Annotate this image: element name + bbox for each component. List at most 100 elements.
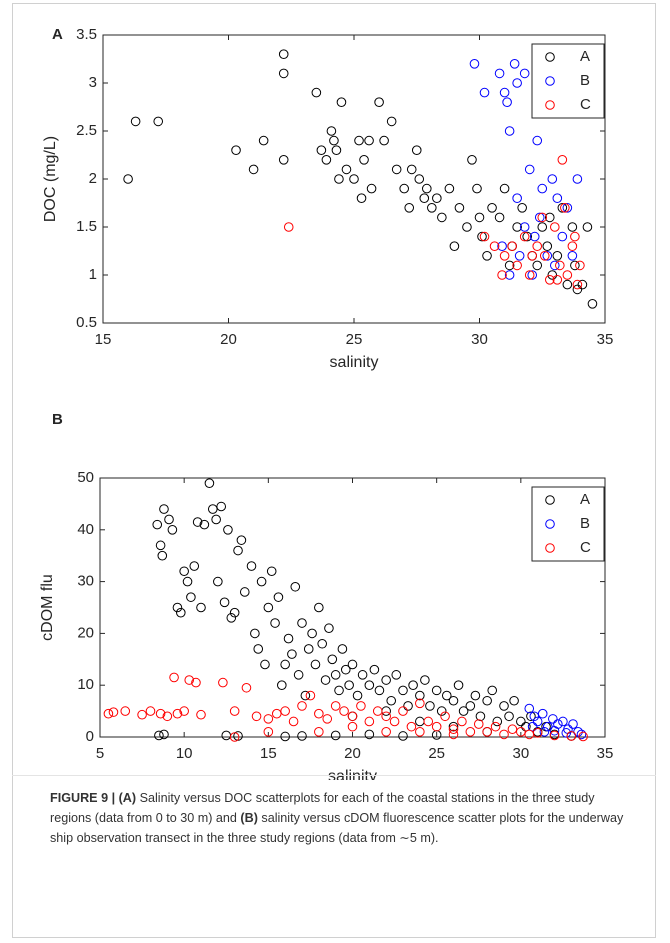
- point: [172, 602, 183, 613]
- point: [192, 517, 203, 527]
- point: [316, 145, 327, 155]
- point: [562, 203, 573, 213]
- point: [157, 550, 168, 561]
- point: [266, 566, 277, 577]
- point: [482, 727, 492, 737]
- point: [386, 695, 397, 706]
- point: [549, 730, 560, 741]
- point: [260, 659, 270, 670]
- point: [229, 706, 240, 716]
- point: [372, 706, 383, 716]
- point: [575, 260, 585, 271]
- point: [324, 623, 334, 634]
- point: [280, 731, 290, 742]
- legend-label: C: [580, 96, 591, 113]
- point: [204, 478, 215, 488]
- point: [555, 260, 565, 271]
- caption-text: salinity versus cDOM fluorescence scatte…: [50, 811, 624, 845]
- point: [504, 270, 515, 280]
- panel-letter: B: [52, 411, 63, 428]
- point: [154, 730, 164, 741]
- point: [549, 725, 560, 736]
- point: [529, 711, 540, 722]
- point: [423, 716, 434, 727]
- legend-marker: [545, 76, 555, 86]
- legend-marker: [545, 52, 555, 62]
- point: [414, 174, 425, 184]
- point: [547, 174, 558, 184]
- point: [512, 193, 522, 203]
- point: [344, 680, 354, 691]
- point: [519, 231, 530, 242]
- point: [550, 222, 560, 232]
- point: [278, 68, 289, 79]
- point: [431, 721, 442, 732]
- point: [236, 535, 247, 545]
- point: [512, 260, 522, 271]
- point: [330, 701, 341, 711]
- point: [552, 251, 563, 261]
- point: [441, 690, 452, 701]
- point: [321, 155, 332, 165]
- y-tick-label: 0.5: [76, 314, 97, 331]
- point: [537, 212, 548, 223]
- point: [399, 183, 410, 194]
- point: [487, 203, 497, 213]
- point: [542, 721, 553, 732]
- point: [567, 251, 578, 261]
- point: [331, 145, 342, 155]
- point: [155, 708, 166, 719]
- point: [494, 212, 505, 223]
- point: [179, 566, 189, 577]
- point: [570, 231, 580, 242]
- point: [532, 135, 543, 146]
- point: [404, 203, 415, 213]
- point: [381, 711, 391, 722]
- point: [504, 126, 515, 136]
- point: [529, 231, 540, 242]
- point: [519, 222, 530, 232]
- caption-part: (B): [240, 811, 258, 825]
- point: [364, 680, 375, 691]
- point: [233, 545, 243, 556]
- point: [415, 698, 425, 709]
- point: [522, 231, 532, 242]
- point: [229, 607, 240, 618]
- point: [465, 727, 476, 737]
- point: [213, 576, 223, 587]
- x-tick-label: 5: [96, 745, 104, 762]
- point: [239, 587, 250, 597]
- point: [336, 97, 347, 107]
- point: [421, 183, 432, 194]
- y-tick-label: 3.5: [76, 26, 97, 43]
- point: [544, 275, 555, 285]
- point: [526, 711, 536, 722]
- point: [572, 279, 583, 290]
- point: [519, 68, 530, 79]
- point: [440, 711, 450, 722]
- point: [277, 680, 287, 691]
- point: [566, 731, 577, 741]
- y-tick-label: 40: [77, 521, 94, 538]
- point: [326, 126, 337, 136]
- x-tick-label: 10: [176, 745, 193, 762]
- point: [329, 135, 339, 146]
- point: [420, 675, 430, 685]
- point: [271, 708, 282, 719]
- legend-label: A: [580, 491, 590, 508]
- point: [253, 644, 264, 654]
- y-tick-label: 30: [77, 573, 94, 590]
- point: [499, 87, 510, 98]
- point: [512, 78, 522, 88]
- point: [162, 711, 173, 722]
- point: [587, 299, 598, 309]
- point: [504, 711, 514, 722]
- point: [186, 592, 196, 602]
- point: [507, 241, 517, 251]
- point: [359, 155, 369, 165]
- point: [334, 174, 344, 184]
- point: [297, 731, 307, 741]
- point: [278, 155, 289, 165]
- point: [497, 241, 507, 251]
- point: [479, 231, 490, 242]
